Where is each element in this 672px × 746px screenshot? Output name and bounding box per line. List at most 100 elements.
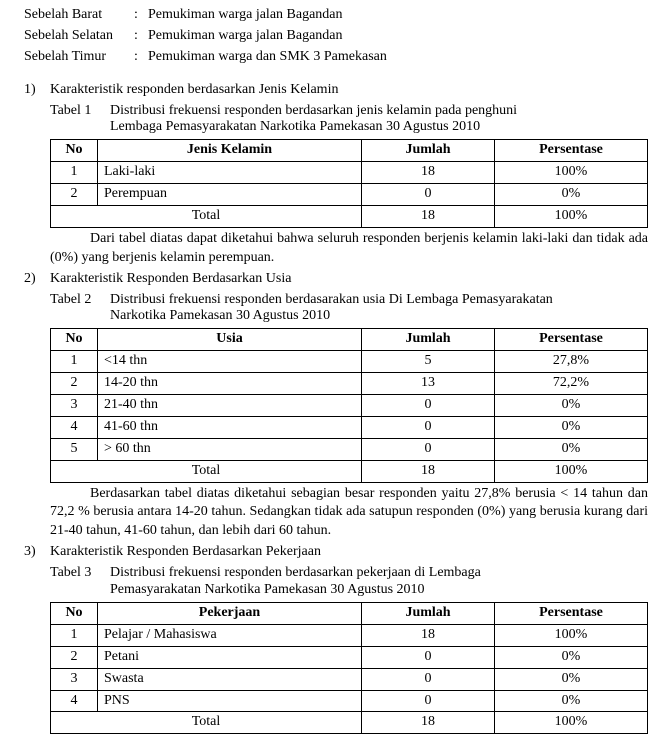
- colon: :: [134, 27, 148, 46]
- cell-jml: 18: [362, 624, 495, 646]
- cell-pct: 0%: [495, 690, 648, 712]
- section-paragraph: Berdasarkan tabel diatas diketahui sebag…: [50, 485, 648, 542]
- section-number: 1): [24, 81, 50, 268]
- cell-total-pct: 100%: [495, 460, 648, 482]
- table-row: 2 14-20 thn 13 72,2%: [51, 373, 648, 395]
- cell-jml: 0: [362, 668, 495, 690]
- th-pct: Persentase: [495, 329, 648, 351]
- cell-total-label: Total: [51, 712, 362, 734]
- section-number: 2): [24, 270, 50, 542]
- cell-jml: 0: [362, 646, 495, 668]
- cell-cat: Petani: [98, 646, 362, 668]
- table-total-row: Total 18 100%: [51, 712, 648, 734]
- th-jml: Jumlah: [362, 329, 495, 351]
- table-row: 4 41-60 thn 0 0%: [51, 416, 648, 438]
- cell-pct: 100%: [495, 162, 648, 184]
- table-header-row: No Jenis Kelamin Jumlah Persentase: [51, 140, 648, 162]
- boundary-row: Sebelah Timur : Pemukiman warga dan SMK …: [24, 48, 648, 67]
- cell-total-jml: 18: [362, 206, 495, 228]
- table-row: 2 Petani 0 0%: [51, 646, 648, 668]
- th-no: No: [51, 329, 98, 351]
- section-body: Karakteristik Responden Berdasarkan Usia…: [50, 270, 648, 542]
- boundary-label: Sebelah Barat: [24, 6, 134, 25]
- cell-pct: 0%: [495, 438, 648, 460]
- cell-total-pct: 100%: [495, 712, 648, 734]
- cell-jml: 0: [362, 416, 495, 438]
- cell-cat: Perempuan: [98, 184, 362, 206]
- cell-cat: > 60 thn: [98, 438, 362, 460]
- th-jml: Jumlah: [362, 140, 495, 162]
- cell-no: 3: [51, 395, 98, 417]
- cell-pct: 0%: [495, 395, 648, 417]
- cell-no: 1: [51, 162, 98, 184]
- cell-cat: <14 thn: [98, 351, 362, 373]
- document-page: Sebelah Barat : Pemukiman warga jalan Ba…: [0, 0, 672, 746]
- section-1: 1) Karakteristik responden berdasarkan J…: [24, 81, 648, 268]
- table-header-row: No Usia Jumlah Persentase: [51, 329, 648, 351]
- boundary-label: Sebelah Selatan: [24, 27, 134, 46]
- table-title-line2: Pemasyarakatan Narkotika Pamekasan 30 Ag…: [50, 581, 648, 600]
- cell-cat: Laki-laki: [98, 162, 362, 184]
- cell-no: 2: [51, 373, 98, 395]
- cell-jml: 13: [362, 373, 495, 395]
- section-body: Karakteristik responden berdasarkan Jeni…: [50, 81, 648, 268]
- colon: :: [134, 6, 148, 25]
- boundary-row: Sebelah Barat : Pemukiman warga jalan Ba…: [24, 6, 648, 25]
- cell-no: 4: [51, 690, 98, 712]
- cell-jml: 0: [362, 690, 495, 712]
- section-2: 2) Karakteristik Responden Berdasarkan U…: [24, 270, 648, 542]
- table-total-row: Total 18 100%: [51, 206, 648, 228]
- th-pct: Persentase: [495, 602, 648, 624]
- boundary-value: Pemukiman warga dan SMK 3 Pamekasan: [148, 48, 648, 67]
- cell-jml: 0: [362, 438, 495, 460]
- table-row: 1 Laki-laki 18 100%: [51, 162, 648, 184]
- cell-cat: Swasta: [98, 668, 362, 690]
- cell-pct: 0%: [495, 416, 648, 438]
- colon: :: [134, 48, 148, 67]
- cell-pct: 27,8%: [495, 351, 648, 373]
- table-title-line2: Narkotika Pamekasan 30 Agustus 2010: [50, 307, 648, 326]
- table-pekerjaan: No Pekerjaan Jumlah Persentase 1 Pelajar…: [50, 602, 648, 734]
- section-title: Karakteristik Responden Berdasarkan Peke…: [50, 543, 648, 562]
- section-title: Karakteristik responden berdasarkan Jeni…: [50, 81, 648, 100]
- th-cat: Jenis Kelamin: [98, 140, 362, 162]
- table-label: Tabel 2: [50, 291, 110, 310]
- cell-no: 3: [51, 668, 98, 690]
- boundary-list: Sebelah Barat : Pemukiman warga jalan Ba…: [24, 6, 648, 67]
- cell-total-label: Total: [51, 206, 362, 228]
- cell-total-pct: 100%: [495, 206, 648, 228]
- th-no: No: [51, 602, 98, 624]
- cell-cat: Pelajar / Mahasiswa: [98, 624, 362, 646]
- cell-no: 1: [51, 624, 98, 646]
- cell-pct: 0%: [495, 646, 648, 668]
- section-paragraph: Dari tabel diatas dapat diketahui bahwa …: [50, 230, 648, 268]
- cell-no: 5: [51, 438, 98, 460]
- section-title: Karakteristik Responden Berdasarkan Usia: [50, 270, 648, 289]
- boundary-value: Pemukiman warga jalan Bagandan: [148, 6, 648, 25]
- table-label: Tabel 3: [50, 564, 110, 583]
- cell-no: 4: [51, 416, 98, 438]
- th-jml: Jumlah: [362, 602, 495, 624]
- th-pct: Persentase: [495, 140, 648, 162]
- cell-pct: 72,2%: [495, 373, 648, 395]
- cell-no: 1: [51, 351, 98, 373]
- table-jenis-kelamin: No Jenis Kelamin Jumlah Persentase 1 Lak…: [50, 139, 648, 228]
- boundary-label: Sebelah Timur: [24, 48, 134, 67]
- cell-no: 2: [51, 646, 98, 668]
- section-body: Karakteristik Responden Berdasarkan Peke…: [50, 543, 648, 736]
- table-total-row: Total 18 100%: [51, 460, 648, 482]
- table-row: 5 > 60 thn 0 0%: [51, 438, 648, 460]
- table-row: 2 Perempuan 0 0%: [51, 184, 648, 206]
- th-cat: Pekerjaan: [98, 602, 362, 624]
- table-header-row: No Pekerjaan Jumlah Persentase: [51, 602, 648, 624]
- section-3: 3) Karakteristik Responden Berdasarkan P…: [24, 543, 648, 736]
- cell-cat: 41-60 thn: [98, 416, 362, 438]
- table-row: 3 Swasta 0 0%: [51, 668, 648, 690]
- cell-cat: PNS: [98, 690, 362, 712]
- cell-total-jml: 18: [362, 712, 495, 734]
- cell-jml: 0: [362, 184, 495, 206]
- cell-jml: 5: [362, 351, 495, 373]
- cell-total-jml: 18: [362, 460, 495, 482]
- th-cat: Usia: [98, 329, 362, 351]
- cell-pct: 0%: [495, 668, 648, 690]
